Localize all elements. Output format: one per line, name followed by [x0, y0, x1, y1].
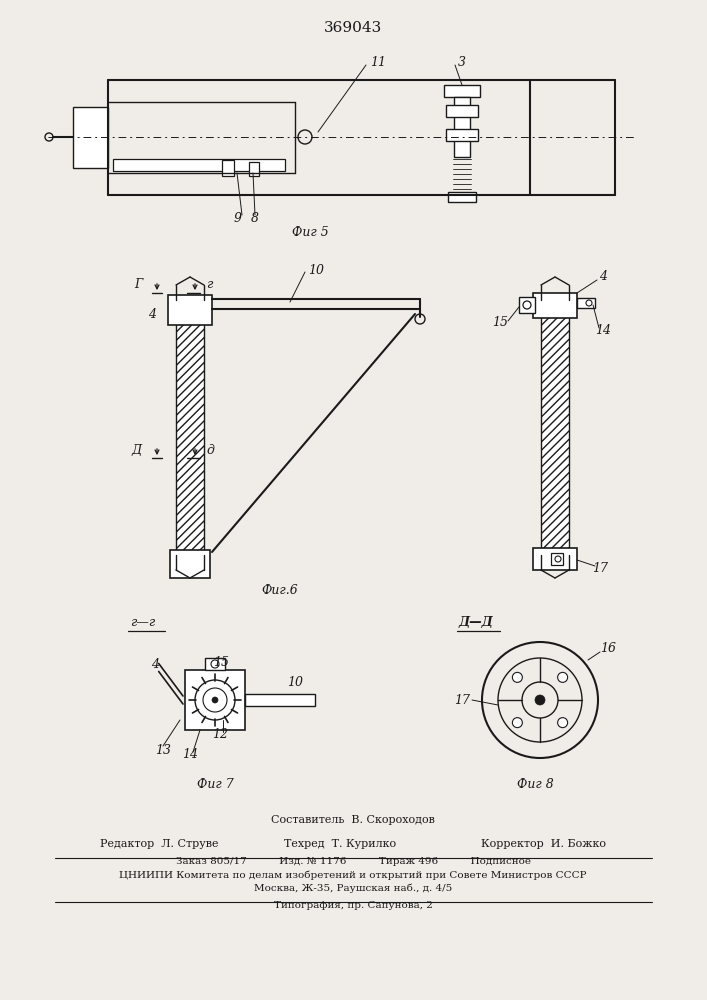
Text: 4: 4: [151, 658, 159, 672]
Bar: [73, 107, 108, 168]
Bar: [446, 105, 478, 117]
Text: г—г: г—г: [130, 615, 156, 629]
Text: 14: 14: [182, 748, 198, 762]
Text: 16: 16: [600, 642, 616, 654]
Text: 9: 9: [234, 212, 242, 225]
Text: 15: 15: [213, 656, 229, 668]
Text: д: д: [206, 444, 214, 456]
Text: 11: 11: [370, 55, 386, 68]
Text: Заказ 805/17          Изд. № 1176          Тираж 496          Подписное: Заказ 805/17 Изд. № 1176 Тираж 496 Подпи…: [175, 857, 530, 866]
Circle shape: [558, 718, 568, 728]
Text: 4: 4: [148, 308, 156, 322]
Bar: [454, 97, 470, 157]
Bar: [113, 159, 285, 171]
Bar: [444, 85, 480, 97]
Bar: [533, 548, 577, 570]
Text: 17: 17: [592, 562, 608, 574]
Text: 12: 12: [212, 728, 228, 742]
Text: Фиг.6: Фиг.6: [262, 584, 298, 596]
Text: 3: 3: [458, 55, 466, 68]
Text: Фиг 7: Фиг 7: [197, 778, 233, 792]
Bar: [185, 670, 245, 730]
Text: Д—Д: Д—Д: [458, 615, 493, 629]
Bar: [249, 162, 259, 176]
Text: Г: Г: [134, 278, 142, 292]
Text: 4: 4: [599, 270, 607, 284]
Text: 10: 10: [308, 263, 324, 276]
Bar: [551, 553, 563, 565]
Circle shape: [513, 718, 522, 728]
Text: Техред  Т. Курилко: Техред Т. Курилко: [284, 839, 396, 849]
Text: Корректор  И. Божко: Корректор И. Божко: [481, 839, 606, 849]
Bar: [170, 550, 210, 578]
Bar: [446, 129, 478, 141]
Bar: [205, 658, 225, 670]
Text: г: г: [206, 278, 212, 292]
Circle shape: [535, 695, 545, 705]
Bar: [541, 300, 569, 565]
Text: ЦНИИПИ Комитета по делам изобретений и открытий при Совете Министров СССР: ЦНИИПИ Комитета по делам изобретений и о…: [119, 870, 587, 880]
Text: Составитель  В. Скороходов: Составитель В. Скороходов: [271, 815, 435, 825]
Text: 8: 8: [251, 212, 259, 225]
Text: 10: 10: [287, 676, 303, 688]
Text: Редактор  Л. Струве: Редактор Л. Струве: [100, 839, 218, 849]
Circle shape: [212, 697, 218, 703]
Text: 14: 14: [595, 324, 611, 338]
Bar: [519, 297, 535, 313]
Text: 13: 13: [155, 744, 171, 756]
Bar: [222, 160, 234, 176]
Text: 17: 17: [454, 694, 470, 706]
Text: Фиг 5: Фиг 5: [291, 226, 328, 238]
Text: 15: 15: [492, 316, 508, 330]
Circle shape: [513, 672, 522, 682]
Text: Типография, пр. Сапунова, 2: Типография, пр. Сапунова, 2: [274, 902, 433, 910]
Bar: [577, 298, 595, 308]
Bar: [245, 694, 315, 706]
Circle shape: [558, 672, 568, 682]
Bar: [533, 293, 577, 318]
Bar: [448, 192, 476, 202]
Text: Москва, Ж-35, Раушская наб., д. 4/5: Москва, Ж-35, Раушская наб., д. 4/5: [254, 883, 452, 893]
Bar: [168, 295, 212, 325]
Text: Фиг 8: Фиг 8: [517, 778, 554, 792]
Bar: [176, 300, 204, 570]
Text: Д: Д: [132, 444, 142, 456]
Text: 369043: 369043: [324, 21, 382, 35]
